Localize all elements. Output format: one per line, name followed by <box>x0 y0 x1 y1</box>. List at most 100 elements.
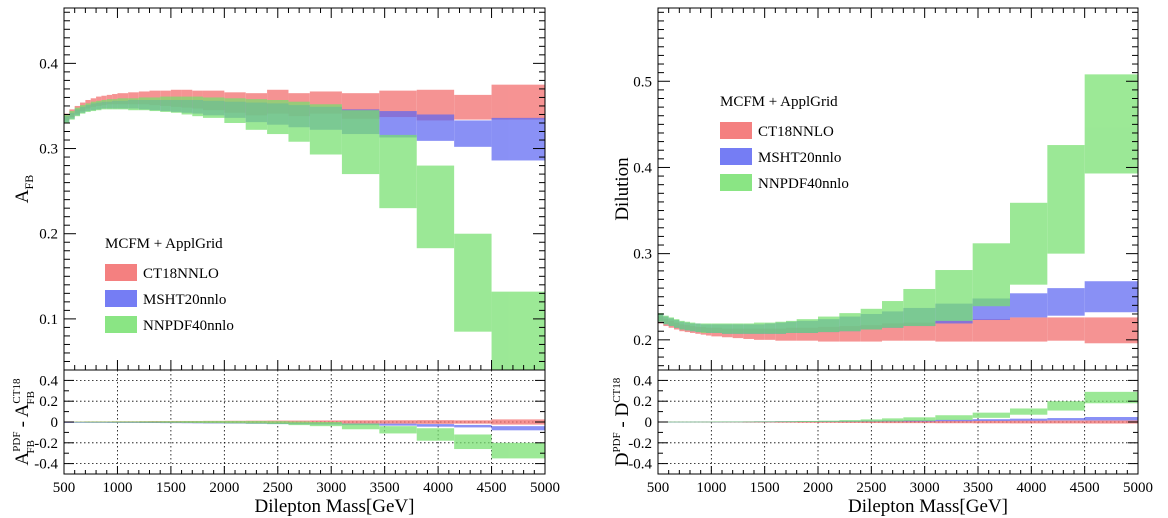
ratio-y-tick-label: 0.2 <box>633 394 652 410</box>
series-NNPDF40nnlo <box>64 420 545 459</box>
x-axis: 500 1000 1500 2000 2500 3000 3500 4000 4500 5000 D… <box>647 8 1153 517</box>
band-NNPDF40nnlo <box>786 421 797 423</box>
band-NNPDF40nnlo <box>101 99 107 110</box>
x-axis: 500 1000 1500 2000 2500 3000 3500 4000 4500 5000 D… <box>53 8 560 517</box>
band-NNPDF40nnlo <box>860 308 882 330</box>
x-tick-label: 4000 <box>423 480 453 496</box>
band-CT18NNLO <box>1047 420 1085 424</box>
band-NNPDF40nnlo <box>972 412 1010 418</box>
main-bands <box>658 74 1138 344</box>
band-NNPDF40nnlo <box>935 270 973 321</box>
band-NNPDF40nnlo <box>711 421 722 423</box>
band-CT18NNLO <box>454 420 492 424</box>
band-NNPDF40nnlo <box>1047 401 1085 411</box>
band-NNPDF40nnlo <box>117 421 129 423</box>
band-CT18NNLO <box>786 327 797 341</box>
y-tick-label: 0.3 <box>39 142 58 158</box>
ratio-y-tick-label: -0.2 <box>628 436 652 452</box>
band-NNPDF40nnlo <box>754 421 765 423</box>
band-NNPDF40nnlo <box>149 421 161 423</box>
band-NNPDF40nnlo <box>690 421 696 423</box>
band-MSHT20nnlo <box>379 111 417 138</box>
band-CT18NNLO <box>491 419 545 425</box>
band-NNPDF40nnlo <box>695 323 701 333</box>
band-CT18NNLO <box>341 420 380 424</box>
ratio-y-tick-label: 0 <box>645 415 653 431</box>
band-NNPDF40nnlo <box>775 421 786 423</box>
band-NNPDF40nnlo <box>309 104 342 155</box>
band-NNPDF40nnlo <box>684 321 690 331</box>
band-NNPDF40nnlo <box>775 321 786 334</box>
band-NNPDF40nnlo <box>170 421 182 423</box>
series-NNPDF40nnlo <box>658 74 1138 334</box>
band-NNPDF40nnlo <box>668 421 674 423</box>
ratio-y-tick-label: 0.4 <box>39 373 58 389</box>
chart-panel-1: 500 1000 1500 2000 2500 3000 3500 4000 4500 5000 D… <box>11 7 560 517</box>
ratio-y-tick-label: -0.4 <box>628 457 652 473</box>
band-CT18NNLO <box>903 420 936 424</box>
band-NNPDF40nnlo <box>85 103 91 112</box>
y-tick-label: 0.3 <box>633 247 652 263</box>
legend-swatch <box>105 316 137 333</box>
band-NNPDF40nnlo <box>674 319 680 328</box>
x-tick-label: 2000 <box>209 480 239 496</box>
band-CT18NNLO <box>972 319 1010 342</box>
band-MSHT20nnlo <box>1010 293 1048 318</box>
band-NNPDF40nnlo <box>181 96 193 115</box>
x-tick-label: 4500 <box>1070 480 1100 496</box>
band-NNPDF40nnlo <box>764 322 776 334</box>
band-NNPDF40nnlo <box>96 100 102 111</box>
band-NNPDF40nnlo <box>690 322 696 332</box>
band-NNPDF40nnlo <box>74 421 81 423</box>
band-NNPDF40nnlo <box>1084 391 1138 404</box>
band-NNPDF40nnlo <box>732 323 744 334</box>
band-NNPDF40nnlo <box>202 420 225 424</box>
band-NNPDF40nnlo <box>722 421 733 423</box>
band-NNPDF40nnlo <box>786 320 797 333</box>
band-NNPDF40nnlo <box>416 165 455 249</box>
band-NNPDF40nnlo <box>732 421 744 423</box>
x-tick-label: 5000 <box>530 480 560 496</box>
band-CT18NNLO <box>1010 317 1048 342</box>
band-NNPDF40nnlo <box>416 428 455 441</box>
band-NNPDF40nnlo <box>90 101 97 112</box>
ratio-y-tick-label: 0.4 <box>633 373 652 389</box>
band-MSHT20nnlo <box>935 419 973 422</box>
band-CT18NNLO <box>775 328 786 341</box>
chart-panel-2: 500 1000 1500 2000 2500 3000 3500 4000 4500 5000 D… <box>611 7 1153 517</box>
band-NNPDF40nnlo <box>722 323 733 334</box>
main-bands <box>64 84 545 370</box>
band-NNPDF40nnlo <box>695 421 701 423</box>
band-NNPDF40nnlo <box>309 422 342 427</box>
band-NNPDF40nnlo <box>90 421 97 423</box>
band-NNPDF40nnlo <box>69 111 75 120</box>
band-NNPDF40nnlo <box>684 421 690 423</box>
band-NNPDF40nnlo <box>839 420 861 422</box>
band-MSHT20nnlo <box>491 117 545 161</box>
ratio-y-tick-label: -0.4 <box>34 457 58 473</box>
ratio-y-axis-label: APDF FB - ACT18 FB <box>11 378 37 465</box>
band-NNPDF40nnlo <box>882 301 904 328</box>
band-NNPDF40nnlo <box>224 420 246 424</box>
band-NNPDF40nnlo <box>972 243 1010 307</box>
band-NNPDF40nnlo <box>454 434 492 450</box>
band-NNPDF40nnlo <box>764 421 776 423</box>
band-NNPDF40nnlo <box>128 98 139 111</box>
band-NNPDF40nnlo <box>1084 74 1138 174</box>
band-NNPDF40nnlo <box>74 107 81 117</box>
band-MSHT20nnlo <box>972 419 1010 421</box>
band-NNPDF40nnlo <box>288 421 310 426</box>
y-axis-label: Dilution <box>612 157 633 221</box>
series-NNPDF40nnlo <box>658 391 1138 423</box>
band-NNPDF40nnlo <box>454 233 492 332</box>
band-NNPDF40nnlo <box>1010 202 1048 285</box>
band-NNPDF40nnlo <box>743 323 754 334</box>
x-tick-label: 5000 <box>1123 480 1153 496</box>
band-NNPDF40nnlo <box>341 423 380 430</box>
band-MSHT20nnlo <box>1047 288 1085 316</box>
band-NNPDF40nnlo <box>106 99 113 110</box>
x-tick-label: 3500 <box>963 480 993 496</box>
legend-label: NNPDF40nnlo <box>143 318 234 334</box>
legend-label: CT18NNLO <box>143 266 219 282</box>
band-CT18NNLO <box>1010 420 1048 424</box>
